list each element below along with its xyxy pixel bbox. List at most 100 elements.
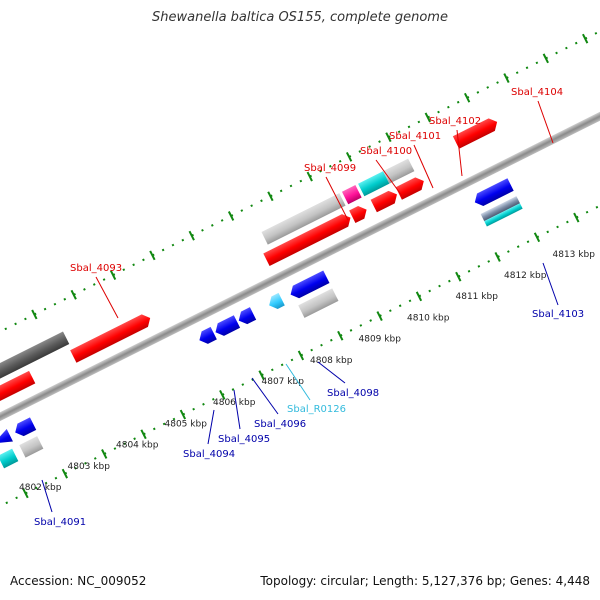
- gene-callout-line: [537, 100, 554, 144]
- major-tick: [31, 309, 38, 320]
- major-tick: [109, 270, 117, 280]
- feature-sbal-4100: [341, 185, 362, 205]
- feature-sbal-r0126: [269, 292, 285, 309]
- major-tick: [70, 289, 77, 300]
- major-tick: [258, 370, 265, 381]
- major-tick: [227, 211, 235, 221]
- gene-callout-line: [41, 479, 53, 513]
- feature-red-small-3: [395, 177, 424, 200]
- gene-callout-line: [285, 363, 311, 401]
- gene-label: Sbal_4096: [254, 419, 306, 430]
- gene-label: Sbal_4099: [304, 163, 356, 174]
- major-tick: [22, 488, 29, 499]
- map-title: Shewanella baltica OS155, complete genom…: [152, 10, 448, 25]
- gene-label: Sbal_4093: [70, 263, 122, 274]
- major-tick: [494, 252, 501, 262]
- gene-label: Sbal_4101: [389, 131, 441, 142]
- major-tick: [533, 232, 541, 243]
- feature-sbal-4101: [358, 171, 390, 197]
- ruler-label: 4808 kbp: [310, 356, 353, 366]
- feature-sbal-4093: [70, 314, 151, 363]
- major-tick: [376, 311, 383, 321]
- ruler-label: 4811 kbp: [456, 292, 499, 302]
- major-tick: [542, 53, 549, 64]
- feature-sbal-4099-gray: [261, 193, 346, 245]
- gene-label: Sbal_4091: [34, 517, 86, 528]
- ruler-label: 4802 kbp: [19, 483, 62, 493]
- feature-sbal-4098: [290, 270, 330, 299]
- forward-tick-track: [0, 16, 600, 395]
- genome-info: Topology: circular; Length: 5,127,376 bp…: [260, 574, 590, 588]
- gene-callout-line: [317, 361, 346, 384]
- genome-backbone: [0, 81, 600, 465]
- feature-sbal-4099: [263, 214, 351, 267]
- major-tick: [267, 191, 274, 202]
- feature-blue-arrow-left: [15, 417, 37, 437]
- gene-callout-line: [325, 176, 349, 221]
- gene-label: Sbal_4100: [360, 146, 412, 157]
- ruler-label: 4806 kbp: [213, 398, 256, 408]
- major-tick: [464, 92, 471, 103]
- major-tick: [385, 132, 392, 143]
- major-tick: [337, 330, 344, 341]
- feature-sbal-4095: [215, 315, 241, 336]
- major-tick: [582, 33, 589, 44]
- major-tick: [149, 250, 156, 261]
- feature-sbal-4102: [383, 158, 415, 184]
- feature-sbal-4091-blue: [0, 428, 13, 444]
- reverse-major-ticks: [22, 212, 580, 499]
- gene-callout-line: [207, 409, 215, 445]
- feature-sbal-4104: [452, 118, 498, 149]
- ruler-label: 4807 kbp: [262, 377, 305, 387]
- feature-sbal-4094: [199, 326, 217, 344]
- ruler-labels: 4802 kbp 4803 kbp 4804 kbp 4805 kbp 4806 kbp…: [19, 250, 595, 493]
- gene-label: Sbal_4098: [327, 388, 379, 399]
- major-tick: [219, 389, 226, 400]
- major-tick: [61, 468, 69, 479]
- major-tick: [297, 350, 305, 361]
- feature-red-small-2: [370, 190, 397, 213]
- feature-sbal-4096: [238, 307, 257, 325]
- ruler-label: 4805 kbp: [165, 419, 208, 429]
- major-tick: [503, 73, 510, 83]
- major-tick: [573, 212, 580, 223]
- gene-callout-line: [542, 262, 559, 306]
- ruler-label: 4813 kbp: [553, 250, 596, 260]
- major-tick: [101, 449, 108, 459]
- major-tick: [179, 409, 187, 420]
- feature-red-small-1: [349, 206, 367, 224]
- gene-labels: Sbal_4091 Sbal_4093 Sbal_4094 Sbal_4095 Sbal…: [34, 87, 584, 528]
- major-tick: [455, 271, 462, 282]
- major-tick: [415, 291, 423, 302]
- gene-label: Sbal_4102: [429, 116, 481, 127]
- ruler-label: 4803 kbp: [68, 462, 111, 472]
- gene-label: Sbal_4094: [183, 449, 235, 460]
- feature-blue-arrow-right: [474, 178, 514, 206]
- major-tick: [188, 230, 195, 241]
- major-tick: [140, 429, 147, 440]
- feature-gray-outer-left: [0, 331, 70, 386]
- ruler-label: 4809 kbp: [359, 335, 402, 345]
- gene-label: Sbal_4103: [532, 309, 584, 320]
- major-tick: [424, 112, 431, 123]
- reverse-tick-track: [0, 155, 600, 534]
- gene-label: Sbal_4095: [218, 434, 270, 445]
- feature-sbal-4103-cyan: [484, 203, 523, 227]
- major-tick: [306, 171, 313, 182]
- ruler-label: 4812 kbp: [504, 271, 547, 281]
- gene-callout-line: [375, 159, 403, 197]
- feature-red-inner-left: [0, 370, 36, 409]
- forward-major-ticks: [31, 33, 589, 320]
- gene-label: Sbal_R0126: [287, 404, 346, 415]
- accession-label: Accession: NC_009052: [10, 574, 147, 588]
- feature-sbal-4103: [480, 196, 520, 222]
- major-tick: [345, 151, 353, 162]
- feature-gray-outer-mid: [19, 436, 44, 458]
- gene-callout-line: [251, 377, 279, 415]
- gene-label: Sbal_4104: [511, 87, 563, 98]
- ruler-label: 4804 kbp: [116, 441, 159, 451]
- ruler-label: 4810 kbp: [407, 313, 450, 323]
- gene-callout-line: [95, 276, 119, 319]
- feature-cyan-outer-left: [0, 448, 19, 469]
